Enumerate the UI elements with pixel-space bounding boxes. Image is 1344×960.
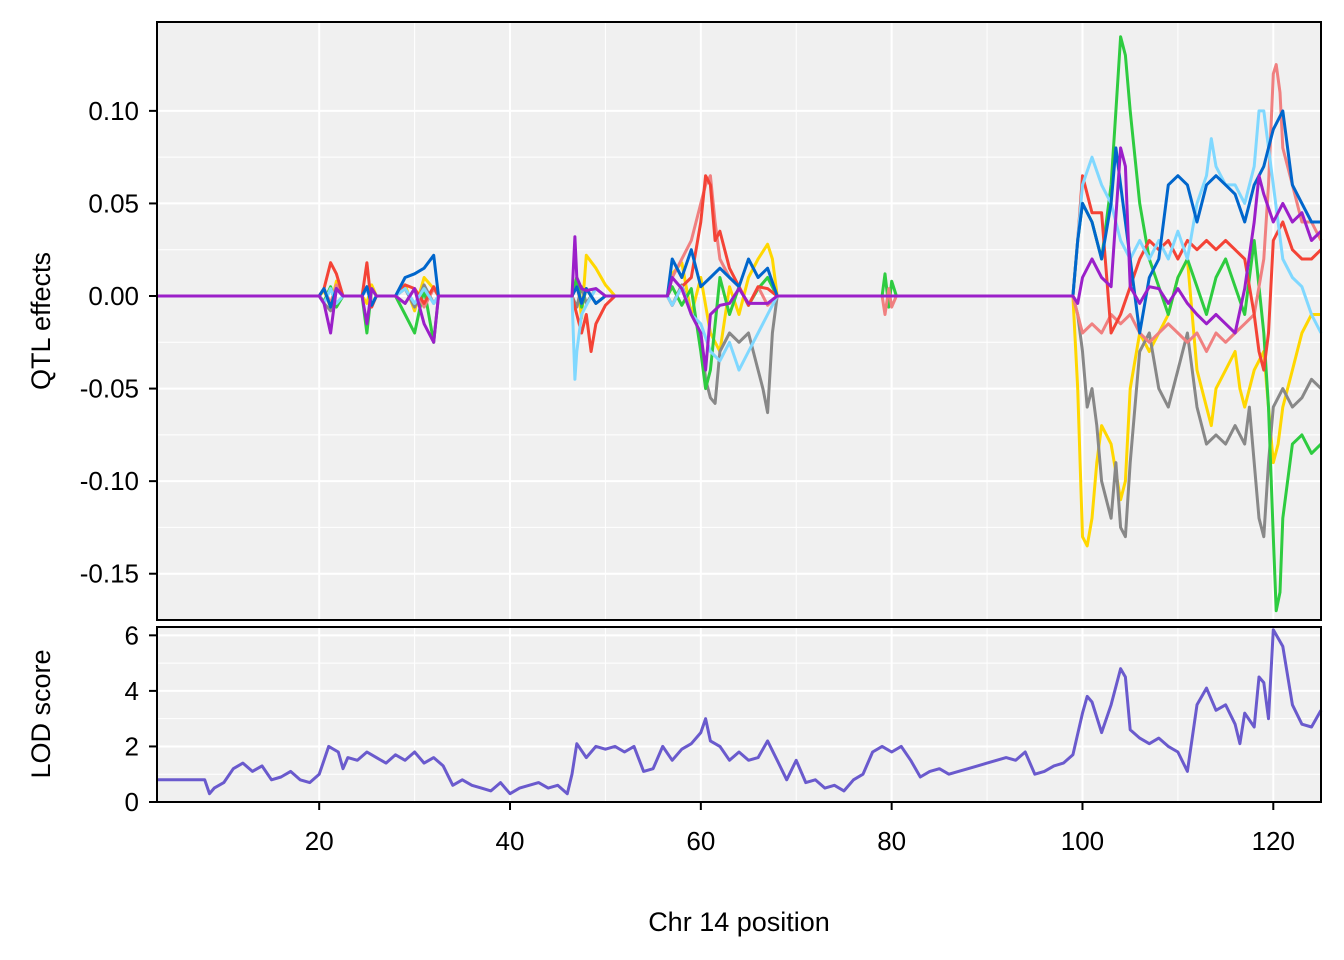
qtl-effects-series-line-7 [157,109,1321,335]
y-tick-label: 0.05 [88,188,139,218]
lod-score-frame [156,626,1322,803]
x-tick-label: 20 [305,826,334,856]
qtl-effects-series [157,35,1323,613]
lod-score-plot-area [157,627,1321,802]
y-tick-label: 6 [125,620,139,650]
qtl-effects-panel: 0.10 0.05 0.00 -0.05 -0.10 -0.15 QTL effects [26,21,1323,621]
lod-score-y-axis-title: LOD score [26,649,56,778]
y-tick-label: 0 [125,787,139,817]
qtl-effects-y-axis-title: QTL effects [26,252,56,390]
lod-score-panel: 0 2 4 6 20 40 60 80 100 120 LOD score Chr 14 pos… [26,620,1323,937]
y-tick-label: 4 [125,676,139,706]
y-tick-label: 0.00 [88,281,139,311]
x-tick-label: 40 [496,826,525,856]
x-tick-label: 80 [877,826,906,856]
lod-score-series [157,628,1323,796]
qtl-effects-y-ticks: 0.10 0.05 0.00 -0.05 -0.10 -0.15 [80,96,157,589]
qtl-effects-frame [156,21,1322,621]
lod-score-y-ticks: 0 2 4 6 [125,620,157,817]
x-axis-title: Chr 14 position [648,907,830,937]
y-tick-label: -0.15 [80,559,139,589]
qtl-effects-series-line-3 [157,35,1323,613]
y-tick-label: 2 [125,731,139,761]
y-tick-label: -0.05 [80,374,139,404]
y-tick-label: 0.10 [88,96,139,126]
lod-score-series-line-1 [157,628,1323,796]
y-tick-label: -0.10 [80,466,139,496]
lod-score-x-ticks: 20 40 60 80 100 120 [305,802,1295,856]
x-tick-label: 60 [686,826,715,856]
qtl-effects-series-line-8 [157,146,1323,372]
x-tick-label: 100 [1061,826,1104,856]
x-tick-label: 120 [1252,826,1295,856]
